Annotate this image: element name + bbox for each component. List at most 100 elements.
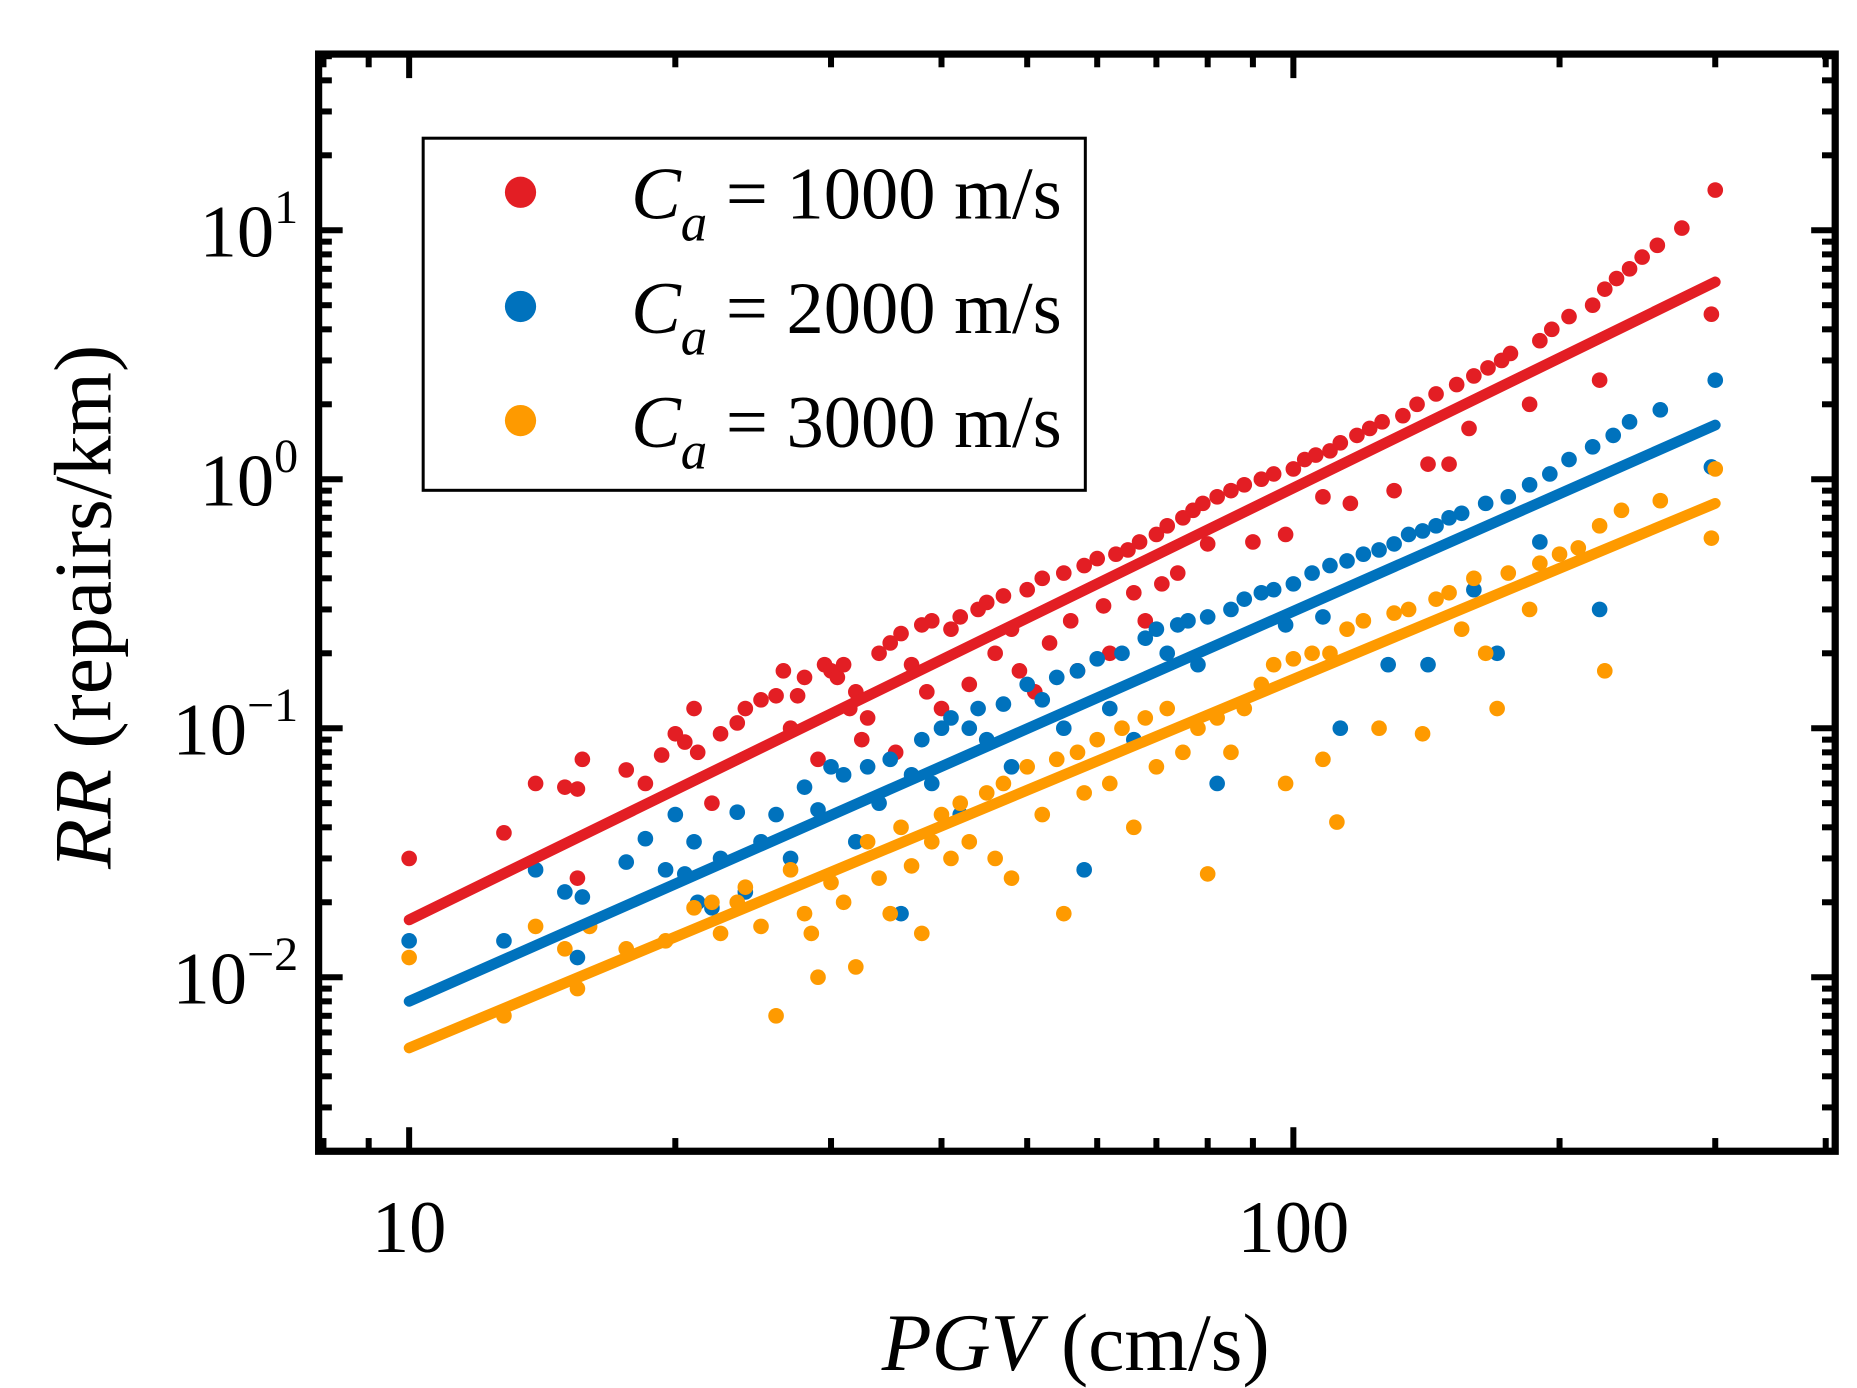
- data-point: [987, 645, 1003, 662]
- data-point: [847, 833, 864, 850]
- data-point: [1361, 420, 1378, 437]
- y-tick-base: 10: [173, 939, 248, 1021]
- data-point: [1521, 601, 1538, 618]
- data-point: [1420, 456, 1436, 472]
- data-point: [923, 613, 940, 629]
- data-point: [796, 669, 813, 686]
- data-point: [618, 762, 635, 778]
- y-tick-exponent: 0: [274, 430, 298, 483]
- data-point: [1131, 534, 1148, 550]
- data-point: [1441, 456, 1457, 472]
- data-point: [1634, 249, 1650, 265]
- data-point: [1332, 720, 1349, 737]
- data-point: [569, 949, 586, 966]
- data-point: [1265, 466, 1282, 482]
- data-point: [1223, 482, 1239, 499]
- data-point: [1253, 584, 1270, 601]
- data-point: [1707, 372, 1724, 388]
- data-point: [810, 969, 826, 986]
- data-point: [1453, 621, 1470, 637]
- data-point: [557, 779, 573, 795]
- data-point: [496, 825, 512, 841]
- data-point: [676, 734, 693, 750]
- data-point: [1428, 518, 1444, 534]
- data-point: [401, 949, 417, 966]
- data-point: [823, 758, 839, 775]
- data-point: [1532, 332, 1548, 349]
- data-point: [1621, 261, 1638, 277]
- fit-line-1: [403, 276, 1721, 926]
- data-point: [1570, 540, 1587, 556]
- data-point: [1285, 576, 1302, 592]
- legend-marker: [504, 404, 537, 437]
- data-point: [1055, 905, 1072, 922]
- data-point: [1019, 581, 1036, 598]
- data-point: [1521, 396, 1538, 413]
- data-point: [1159, 518, 1176, 534]
- data-point: [686, 833, 702, 850]
- data-point: [768, 806, 784, 823]
- data-point: [401, 850, 417, 867]
- data-point: [1561, 451, 1577, 468]
- data-point: [1591, 601, 1608, 618]
- data-point: [1120, 542, 1136, 558]
- data-point: [1453, 505, 1470, 522]
- data-point: [1441, 584, 1457, 601]
- data-point: [1461, 420, 1477, 437]
- data-point: [859, 710, 876, 726]
- legend-text: = 1000 m/s: [707, 154, 1062, 236]
- data-point: [1591, 372, 1608, 388]
- data-point: [1441, 510, 1457, 526]
- data-point: [712, 925, 729, 942]
- legend-text: = 2000 m/s: [707, 268, 1062, 350]
- data-point: [1707, 182, 1724, 198]
- data-point: [1114, 720, 1130, 737]
- data-point: [1339, 553, 1355, 569]
- legend-item: Ca = 2000 m/s: [504, 268, 1062, 367]
- data-point: [1502, 345, 1519, 362]
- data-point: [1159, 645, 1176, 662]
- data-point: [737, 700, 754, 717]
- data-point: [1076, 785, 1092, 801]
- data-point: [1003, 758, 1020, 775]
- data-point: [1428, 591, 1444, 607]
- data-point: [667, 806, 684, 823]
- data-point: [1304, 565, 1320, 581]
- data-point: [1285, 461, 1302, 477]
- data-point: [1532, 534, 1548, 550]
- data-point: [1466, 581, 1482, 598]
- data-point: [496, 933, 512, 949]
- data-point: [1400, 526, 1417, 543]
- legend-subscript: a: [681, 309, 707, 367]
- series-1: [401, 182, 1724, 886]
- data-point: [1154, 576, 1170, 592]
- legend-item: Ca = 3000 m/s: [504, 382, 1062, 481]
- data-point: [1277, 775, 1294, 792]
- y-tick-base: 10: [173, 690, 248, 772]
- data-point: [1561, 308, 1577, 325]
- data-point: [1137, 630, 1154, 646]
- legend-label: Ca = 2000 m/s: [631, 268, 1062, 367]
- data-point: [853, 731, 870, 748]
- data-point: [1180, 613, 1196, 629]
- data-point: [1169, 565, 1186, 581]
- data-point: [686, 700, 702, 717]
- legend-label: Ca = 3000 m/s: [631, 382, 1062, 481]
- y-tick-exponent: 1: [274, 181, 298, 234]
- legend-subscript: a: [681, 423, 707, 481]
- data-point: [810, 751, 826, 768]
- data-point: [893, 905, 909, 922]
- data-point: [1342, 495, 1359, 512]
- data-point: [1285, 651, 1302, 667]
- data-point: [637, 830, 654, 847]
- y-tick-exponent: −2: [247, 928, 298, 981]
- data-point: [903, 858, 920, 874]
- data-point: [1148, 621, 1165, 637]
- data-point: [1041, 635, 1058, 651]
- data-point: [952, 795, 969, 811]
- data-point: [1209, 489, 1225, 505]
- data-point: [803, 925, 820, 942]
- data-point: [569, 781, 586, 797]
- data-point: [1055, 565, 1072, 581]
- data-point: [1339, 621, 1355, 637]
